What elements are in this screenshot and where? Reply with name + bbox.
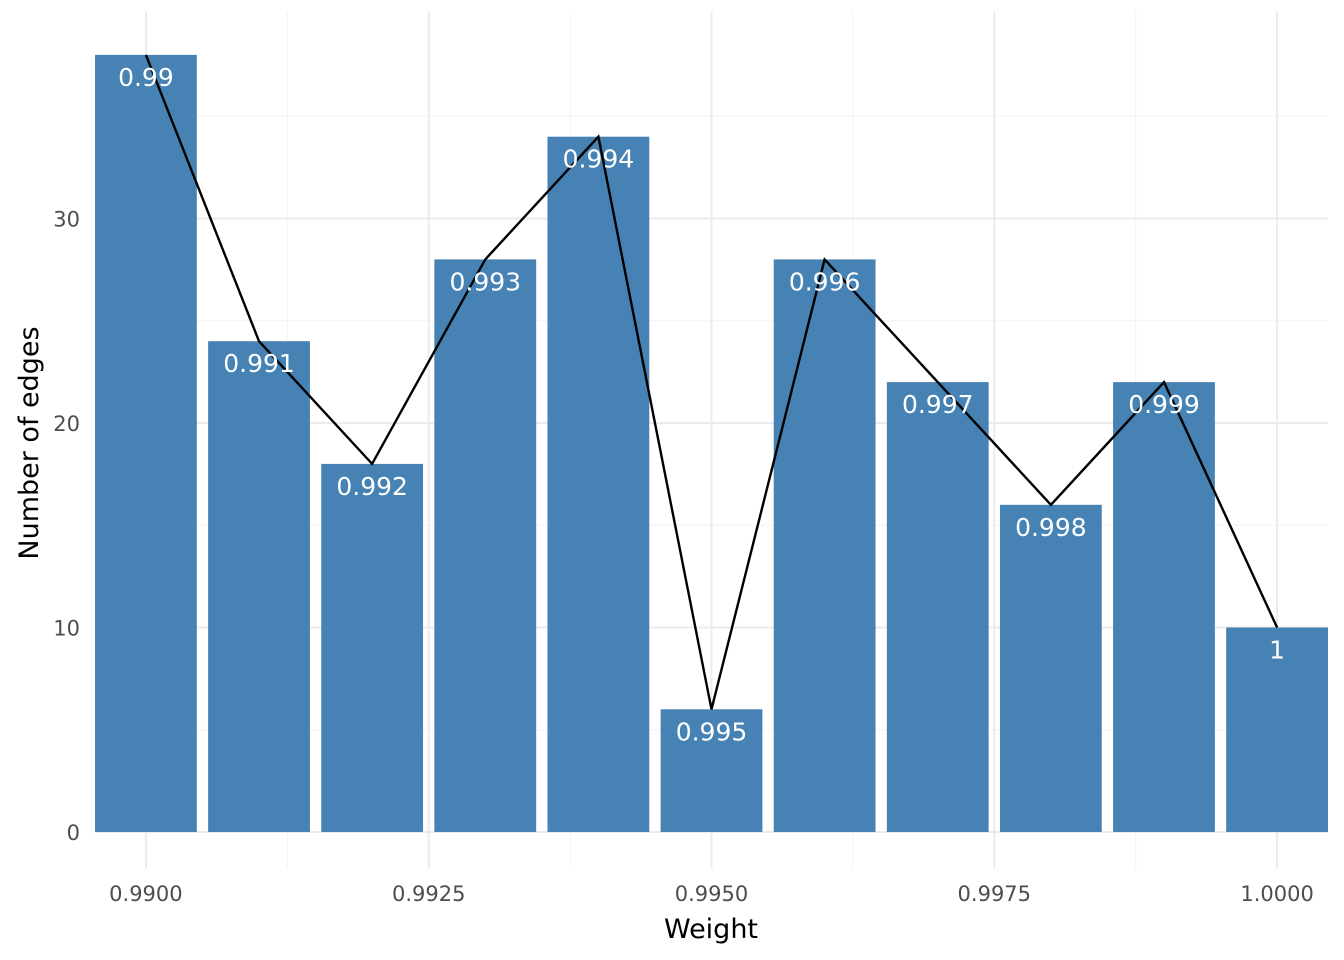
- y-tick-label: 30: [53, 208, 80, 232]
- bar: [321, 463, 424, 832]
- bar: [773, 259, 876, 832]
- bar: [547, 136, 650, 832]
- data-label: 1: [1269, 636, 1285, 665]
- data-label: 0.991: [223, 349, 295, 378]
- x-tick-label: 0.9950: [675, 882, 748, 906]
- data-label: 0.993: [449, 267, 521, 296]
- bar: [999, 504, 1102, 832]
- bar: [95, 54, 197, 832]
- data-label: 0.995: [676, 717, 748, 746]
- x-axis-title: Weight: [664, 914, 758, 945]
- bar: [660, 709, 763, 832]
- bar: [1226, 627, 1328, 832]
- y-axis-title: Number of edges: [14, 326, 45, 559]
- x-tick-label: 1.0000: [1240, 882, 1313, 906]
- y-tick-label: 0: [67, 821, 80, 845]
- data-labels: 0.99 0.991 0.992 0.993 0.994 0.995 0.996 0.997 0…: [118, 63, 1285, 746]
- data-label: 0.997: [902, 390, 974, 419]
- y-tick-labels: 0 10 20 30: [53, 208, 80, 846]
- data-label: 0.994: [563, 145, 635, 174]
- data-label: 0.992: [336, 472, 408, 501]
- trend-line-layer: [144, 54, 1279, 710]
- x-tick-label: 0.9900: [109, 882, 182, 906]
- data-label: 0.998: [1015, 513, 1087, 542]
- data-label: 0.999: [1128, 390, 1200, 419]
- trend-line: [144, 54, 1279, 710]
- x-tick-label: 0.9925: [392, 882, 465, 906]
- y-tick-label: 10: [53, 617, 80, 641]
- y-tick-label: 20: [53, 412, 80, 436]
- x-tick-label: 0.9975: [958, 882, 1031, 906]
- bar: [208, 341, 310, 832]
- bars: [95, 54, 1328, 832]
- bar: [434, 259, 537, 832]
- bar: [886, 382, 989, 832]
- data-label: 0.996: [789, 267, 861, 296]
- bar: [1113, 382, 1215, 832]
- data-label: 0.99: [118, 63, 174, 92]
- x-tick-labels: 0.9900 0.9925 0.9950 0.9975 1.0000: [109, 882, 1314, 906]
